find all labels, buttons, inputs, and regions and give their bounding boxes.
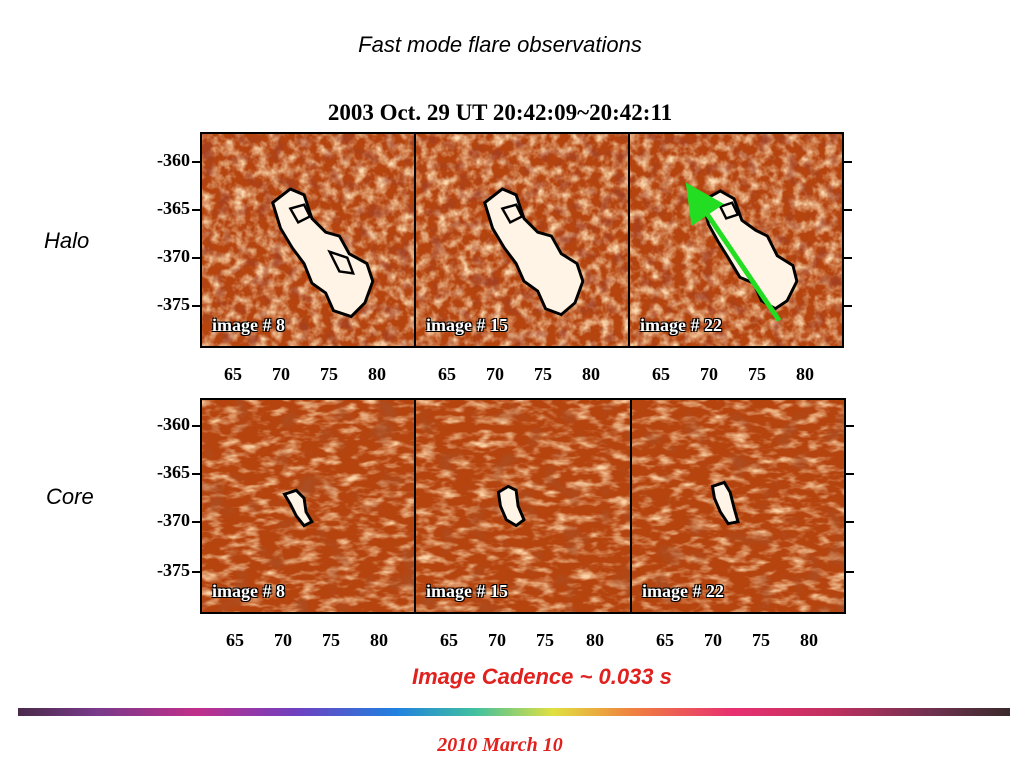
x-tick-label: 80 — [796, 364, 814, 384]
core-map-2 — [416, 400, 630, 612]
propagation-arrow — [685, 182, 782, 322]
halo-panel-3: image # 22 — [628, 132, 844, 348]
x-tick-label: 70 — [704, 630, 722, 650]
x-tick-label: 70 — [486, 364, 504, 384]
x-tick-label: 75 — [322, 630, 340, 650]
x-tick-label: 80 — [368, 364, 386, 384]
core-panel-3: image # 22 — [630, 398, 846, 614]
image-label: image # 8 — [212, 315, 285, 335]
halo-map-2 — [416, 134, 628, 346]
footer-rainbow-bar — [18, 708, 1010, 716]
image-label: image # 22 — [640, 315, 722, 335]
x-tick-label: 65 — [438, 364, 456, 384]
halo-panel-2: image # 15 — [414, 132, 630, 348]
footer-date: 2010 March 10 — [437, 734, 563, 756]
x-tick-label: 70 — [274, 630, 292, 650]
x-tick-label: 65 — [440, 630, 458, 650]
cadence-note: Image Cadence ~ 0.033 s — [412, 664, 672, 689]
y-tick-label: -370 — [157, 246, 190, 266]
row-label-halo: Halo — [44, 228, 90, 253]
core-panel-2: image # 15 — [414, 398, 632, 614]
x-tick-label: 75 — [534, 364, 552, 384]
y-tick-label: -370 — [157, 510, 190, 530]
x-tick-label: 80 — [582, 364, 600, 384]
halo-panel-1: image # 8 — [200, 132, 416, 348]
y-tick-label: -365 — [157, 198, 190, 218]
x-tick-label: 75 — [320, 364, 338, 384]
x-tick-label: 65 — [226, 630, 244, 650]
core-panel-1: image # 8 — [200, 398, 416, 614]
x-tick-label: 65 — [656, 630, 674, 650]
x-tick-label: 70 — [488, 630, 506, 650]
image-label: image # 22 — [642, 581, 724, 601]
image-label: image # 8 — [212, 581, 285, 601]
y-tick-label: -375 — [157, 294, 190, 314]
y-tick-label: -360 — [157, 150, 190, 170]
core-map-3 — [632, 400, 844, 612]
image-label: image # 15 — [426, 315, 508, 335]
x-tick-label: 65 — [224, 364, 242, 384]
y-tick-label: -365 — [157, 462, 190, 482]
slide-title: Fast mode flare observations — [358, 32, 642, 57]
x-tick-label: 65 — [652, 364, 670, 384]
x-tick-label: 75 — [752, 630, 770, 650]
core-map-1 — [202, 400, 414, 612]
x-tick-label: 80 — [800, 630, 818, 650]
y-tick-label: -360 — [157, 414, 190, 434]
x-tick-label: 80 — [586, 630, 604, 650]
figure-title: 2003 Oct. 29 UT 20:42:09~20:42:11 — [327, 100, 673, 125]
row-label-core: Core — [46, 484, 94, 509]
x-tick-label: 70 — [700, 364, 718, 384]
y-tick-label: -375 — [157, 560, 190, 580]
x-tick-label: 75 — [536, 630, 554, 650]
halo-map-3 — [630, 134, 842, 346]
x-tick-label: 80 — [370, 630, 388, 650]
halo-map-1 — [202, 134, 414, 346]
x-tick-label: 70 — [272, 364, 290, 384]
image-label: image # 15 — [426, 581, 508, 601]
x-tick-label: 75 — [748, 364, 766, 384]
